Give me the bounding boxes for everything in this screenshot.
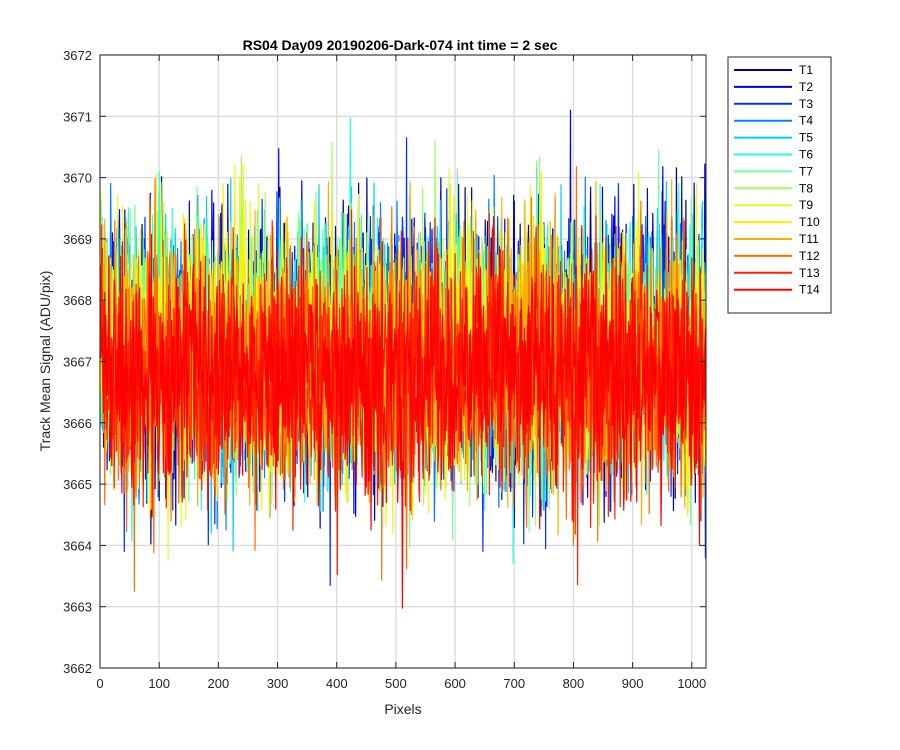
y-tick-label: 3668 <box>63 293 92 308</box>
x-tick-label: 900 <box>622 676 644 691</box>
legend-label-t11: T11 <box>799 232 819 246</box>
legend-label-t3: T3 <box>799 97 813 111</box>
y-axis-label: Track Mean Signal (ADU/pix) <box>37 271 53 452</box>
x-tick-label: 600 <box>444 676 466 691</box>
x-tick-label: 100 <box>148 676 170 691</box>
x-tick-label: 300 <box>267 676 289 691</box>
legend-label-t5: T5 <box>799 131 813 145</box>
y-tick-label: 3666 <box>63 416 92 431</box>
y-tick-label: 3667 <box>63 355 92 370</box>
legend-items: T1 T2 T3 T4 T5 T6 T7 T8 T9 T10 T11 T12 T13 T14 <box>734 63 820 297</box>
x-tick-label: 700 <box>503 676 525 691</box>
legend-label-t13: T13 <box>799 266 820 280</box>
axis-ticks <box>99 54 706 669</box>
legend-label-t4: T4 <box>799 114 813 128</box>
legend-label-t9: T9 <box>799 198 813 212</box>
x-axis-label: Pixels <box>384 701 421 717</box>
y-tick-label: 3671 <box>63 109 92 124</box>
x-tick-label: 1000 <box>677 676 706 691</box>
legend: T1 T2 T3 T4 T5 T6 T7 T8 T9 T10 T11 T12 T13 T14 <box>727 56 832 314</box>
y-tick-label: 3669 <box>63 232 92 247</box>
x-tick-label: 500 <box>385 676 407 691</box>
legend-label-t1: T1 <box>799 63 813 77</box>
series-line-t14 <box>100 216 706 609</box>
plot-area: 0 100 200 300 400 500 600 700 800 900 1000 3662366… <box>63 48 707 691</box>
legend-box <box>727 56 832 314</box>
y-tick-label: 3664 <box>63 538 92 553</box>
x-tick-label: 800 <box>563 676 585 691</box>
y-tick-label: 3670 <box>63 171 92 186</box>
x-tick-label: 0 <box>96 676 103 691</box>
legend-label-t2: T2 <box>799 80 813 94</box>
y-tick-label: 3665 <box>63 477 92 492</box>
legend-label-t7: T7 <box>799 164 813 178</box>
x-tick-label: 200 <box>208 676 230 691</box>
legend-label-t14: T14 <box>799 283 820 297</box>
x-axis-tick-labels: 0 100 200 300 400 500 600 700 800 900 1000 <box>96 676 706 691</box>
legend-label-t8: T8 <box>799 181 813 195</box>
chart-title: RS04 Day09 20190206-Dark-074 int time = … <box>243 37 558 53</box>
legend-label-t10: T10 <box>799 215 820 229</box>
series-lines <box>100 109 706 609</box>
y-tick-label: 3663 <box>63 600 92 615</box>
y-tick-label: 3672 <box>63 48 92 63</box>
x-tick-label: 400 <box>326 676 348 691</box>
legend-label-t12: T12 <box>799 249 820 263</box>
legend-label-t6: T6 <box>799 148 813 162</box>
y-axis-tick-labels: 3662 3663 3664 3665 3666 3667 3668 3669 3670 3671… <box>63 48 92 676</box>
y-tick-label: 3662 <box>63 661 92 676</box>
